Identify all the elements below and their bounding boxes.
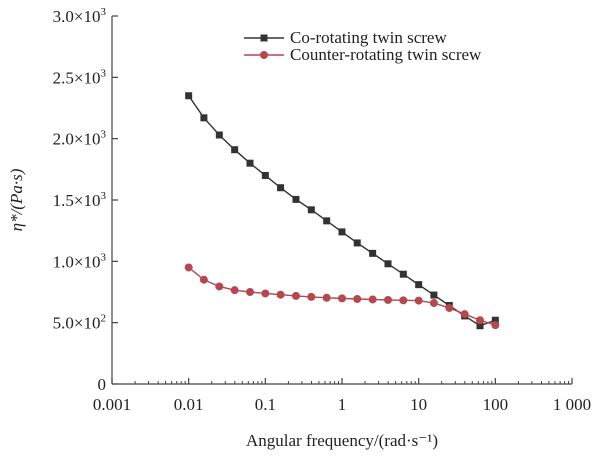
x-ticks: 0.001 0.01 0.1 1 10 100 1 000 [93,378,591,414]
data-point [430,291,438,299]
x-tick-label: 0.001 [93,395,131,414]
data-point [185,92,193,100]
data-point [199,275,208,284]
y-ticks: 0 5.0×102 1.0×103 1.5×103 2.0×103 2.5×103 3.0×… [53,6,118,394]
data-point [246,288,255,296]
data-point [399,270,407,278]
data-point [261,289,270,298]
x-axis-label: Angular frequency/(rad·s⁻¹) [246,431,438,450]
x-tick-label: 0.1 [255,395,276,414]
data-point [261,171,269,179]
x-tick-label: 1 [338,395,347,414]
data-point [246,159,254,167]
data-point [215,131,223,139]
y-axis-label: η*/(Pa·s) [7,168,26,231]
x-tick-label: 100 [483,395,509,414]
data-point [476,322,484,330]
data-point [384,260,392,268]
data-point [277,184,285,192]
data-point [184,263,193,272]
y-tick-label: 2.0×103 [53,129,107,149]
legend-item: Counter-rotating twin screw [244,45,482,64]
series-layer [184,92,500,330]
y-tick-label: 1.0×103 [53,251,107,271]
data-point [368,295,377,304]
y-tick-label: 0 [98,375,107,394]
data-point [414,296,423,305]
y-tick-label: 3.0×103 [53,6,107,26]
data-point [383,295,392,304]
data-point [429,299,438,308]
data-point [215,282,224,291]
data-point [399,296,408,305]
data-point [231,146,239,154]
legend-item: Co-rotating twin screw [244,28,447,47]
y-tick-label: 1.5×103 [53,190,107,210]
data-point [307,206,315,214]
data-point [322,293,331,302]
legend-marker [260,51,268,59]
legend-label: Counter-rotating twin screw [290,45,482,64]
axes [111,16,572,385]
data-point [338,228,346,236]
data-point [353,294,362,303]
legend-marker [260,34,268,42]
data-point [491,321,500,330]
data-point [323,217,331,225]
data-point [200,114,208,122]
data-point [291,291,300,300]
data-point [230,286,239,295]
data-point [307,292,316,301]
series-1 [185,92,499,330]
data-point [292,195,300,203]
y-tick-label: 2.5×103 [53,67,107,87]
x-tick-label: 1 000 [553,395,591,414]
series-2 [184,263,500,330]
data-point [415,281,423,289]
x-tick-label: 10 [410,395,427,414]
y-tick-label: 5.0×102 [53,313,106,333]
legend-label: Co-rotating twin screw [290,28,447,47]
data-point [476,316,485,325]
data-point [276,290,285,299]
data-point [369,249,377,257]
data-point [491,316,499,324]
x-tick-label: 0.01 [174,395,204,414]
data-point [445,303,454,312]
data-point [353,239,361,247]
data-point [460,310,469,319]
data-point [338,294,346,303]
